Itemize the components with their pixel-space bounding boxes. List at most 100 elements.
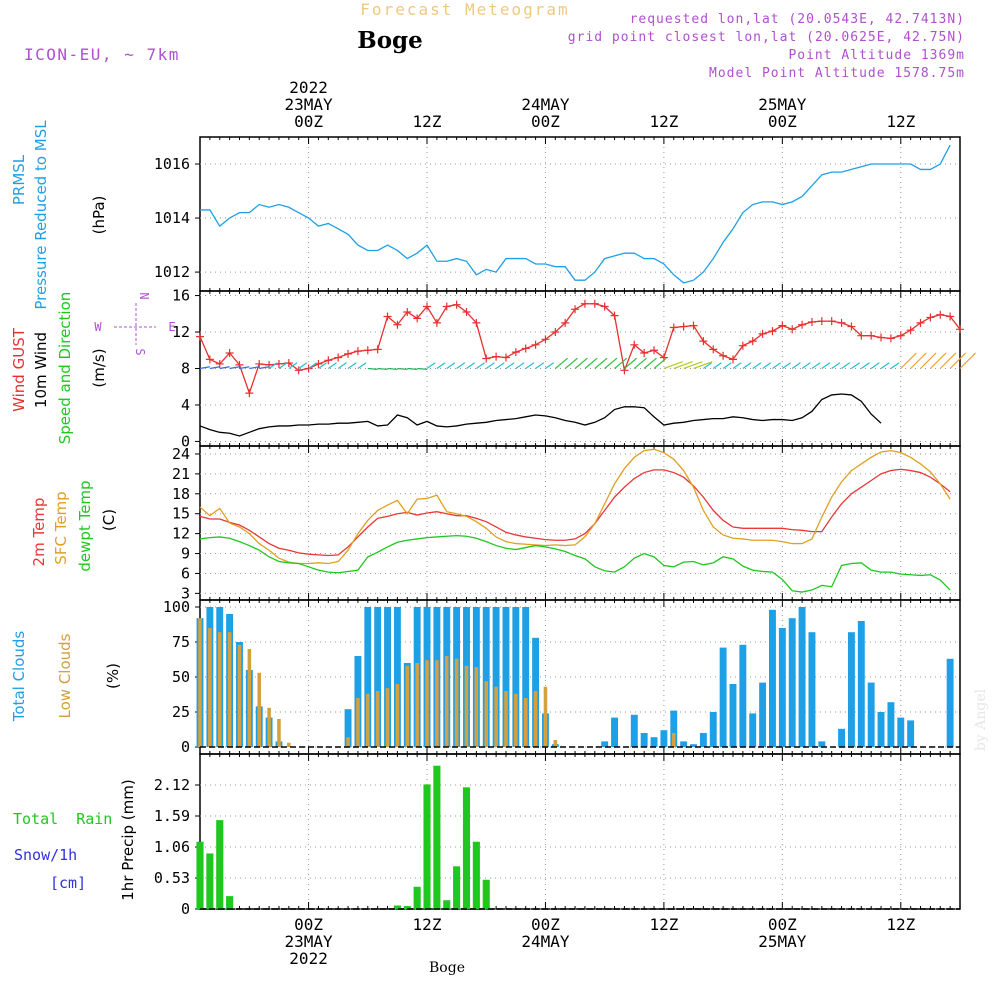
wind-direction-arrow bbox=[466, 362, 476, 369]
precip-labels: Total Rain Snow/1h [cm] 1hr Precip (mm) bbox=[13, 779, 137, 900]
wind-direction-arrow bbox=[545, 362, 554, 369]
gust-marker bbox=[363, 346, 372, 355]
gust-marker bbox=[482, 354, 491, 363]
wind-direction-arrow bbox=[337, 362, 347, 369]
gust-marker bbox=[373, 345, 382, 354]
wind-direction-arrow bbox=[643, 357, 657, 369]
wind-direction-arrow bbox=[318, 362, 327, 369]
low-cloud-bar bbox=[237, 644, 242, 747]
gust-marker bbox=[205, 355, 214, 364]
gust-marker bbox=[541, 335, 550, 344]
gust-marker bbox=[344, 349, 353, 358]
wind-direction-arrow bbox=[298, 362, 308, 369]
gust-marker bbox=[383, 312, 392, 321]
y-tick-label: 3 bbox=[181, 584, 190, 602]
watermark: by Angel bbox=[973, 688, 989, 751]
panel-frame bbox=[199, 753, 961, 910]
wind-direction-arrow bbox=[693, 361, 713, 370]
gust-marker bbox=[403, 307, 412, 316]
panel-precip: 0 0.53 1.06 1.59 2.12 bbox=[154, 753, 961, 918]
wind-direction-arrow bbox=[910, 352, 927, 369]
low-cloud-bar bbox=[227, 632, 232, 747]
wind-direction-arrow bbox=[219, 366, 230, 370]
wind-labels: Wind GUST 10m Wind Speed and Direction (… bbox=[10, 292, 108, 445]
wind-direction-arrow bbox=[821, 362, 831, 369]
gust-marker bbox=[689, 321, 698, 330]
wind-direction-arrow bbox=[268, 362, 278, 369]
wind-direction-arrow bbox=[920, 352, 937, 369]
y-tick-label: 8 bbox=[181, 360, 190, 378]
gust-marker bbox=[719, 351, 728, 360]
total-cloud-bar bbox=[867, 682, 875, 747]
low-cloud-bar bbox=[366, 693, 370, 747]
gust-marker bbox=[432, 318, 441, 327]
gust-marker bbox=[413, 314, 422, 323]
unit-precip: 1hr Precip (mm) bbox=[119, 779, 137, 900]
gust-marker bbox=[778, 321, 787, 330]
wind-direction-arrow bbox=[564, 357, 578, 369]
wind-direction-arrow bbox=[831, 362, 841, 369]
gust-marker bbox=[926, 313, 935, 322]
gust-marker bbox=[265, 360, 274, 369]
total-cloud-bar bbox=[946, 658, 954, 747]
y-tick-label: 75 bbox=[172, 633, 190, 651]
y-tick-label: 21 bbox=[172, 465, 190, 483]
wind-direction-arrow bbox=[949, 352, 967, 369]
low-cloud-bar bbox=[543, 686, 548, 747]
label-pressure: Pressure Reduced to MSL bbox=[32, 120, 50, 310]
wind-direction-arrow bbox=[860, 362, 870, 369]
y-tick-label: 50 bbox=[172, 668, 190, 686]
gust-marker bbox=[561, 318, 570, 327]
low-cloud-bar bbox=[523, 698, 528, 747]
gust-marker bbox=[798, 320, 807, 329]
pressure-labels: PRMSL Pressure Reduced to MSL (hPa) bbox=[10, 120, 108, 310]
label-speed-direction: Speed and Direction bbox=[56, 292, 74, 445]
gust-marker bbox=[699, 337, 708, 346]
total-cloud-bar bbox=[778, 628, 786, 747]
gust-marker bbox=[956, 325, 964, 334]
compass-s: S bbox=[133, 348, 147, 355]
gust-marker bbox=[906, 326, 915, 335]
total-cloud-bar bbox=[719, 647, 727, 747]
low-cloud-bar bbox=[671, 733, 676, 747]
low-cloud-bar bbox=[514, 693, 518, 747]
y-tick-label: 1016 bbox=[154, 155, 190, 173]
label-2m-temp: 2m Temp bbox=[30, 498, 48, 567]
bottom-axis-label: 00Z bbox=[768, 915, 797, 934]
wind-direction-arrow bbox=[239, 366, 250, 370]
label-snow-unit: [cm] bbox=[50, 874, 86, 892]
top-axis-label: 25MAY bbox=[758, 95, 807, 114]
series-line-wind-gust bbox=[199, 303, 961, 396]
wind-direction-arrow bbox=[742, 362, 752, 369]
low-cloud-bar bbox=[375, 691, 380, 747]
y-tick-label: 1012 bbox=[154, 263, 190, 281]
rain-bar bbox=[462, 787, 471, 909]
wind-direction-arrow bbox=[229, 366, 240, 370]
wind-direction-arrow bbox=[426, 362, 436, 369]
y-tick-label: 1.06 bbox=[154, 838, 190, 856]
label-dewpt-temp: dewpt Temp bbox=[76, 480, 94, 571]
gust-marker bbox=[571, 305, 580, 314]
wind-direction-arrow bbox=[604, 357, 618, 369]
wind-direction-arrow bbox=[624, 357, 638, 369]
wind-direction-arrow bbox=[781, 362, 791, 369]
panel-temp: 3 69 12 15 18 21 24 bbox=[172, 445, 961, 602]
total-cloud-bar bbox=[502, 607, 510, 747]
wind-direction-arrow bbox=[367, 367, 378, 370]
wind-direction-arrow bbox=[703, 362, 712, 369]
top-axis-label: 12Z bbox=[413, 112, 442, 131]
gust-marker bbox=[442, 302, 451, 311]
total-cloud-bar bbox=[522, 607, 530, 747]
gust-marker bbox=[650, 346, 659, 355]
low-cloud-bar bbox=[484, 681, 489, 747]
gust-marker bbox=[896, 331, 905, 340]
gust-marker bbox=[531, 340, 540, 349]
y-tick-label: 15 bbox=[172, 505, 190, 523]
wind-direction-arrow bbox=[407, 367, 418, 370]
compass-n: N bbox=[137, 292, 151, 299]
wind-direction-arrow bbox=[870, 362, 880, 369]
low-cloud-bar bbox=[277, 719, 281, 747]
low-cloud-bar bbox=[385, 688, 390, 747]
gust-marker bbox=[847, 322, 856, 331]
